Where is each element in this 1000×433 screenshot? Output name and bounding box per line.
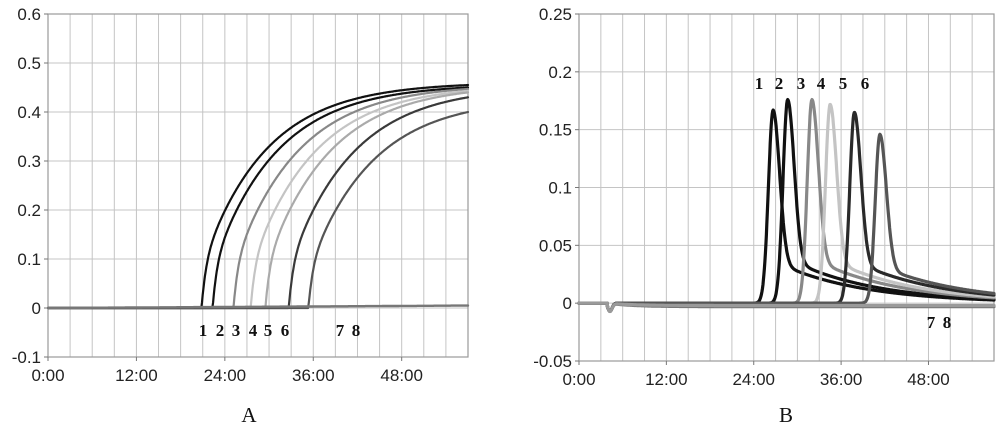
y-tick-label: 0.4	[17, 103, 41, 122]
chart-a-series-2	[46, 86, 470, 310]
chart-b-y-ticks: 0.25 0.2 0.15 0.1 0.05 0 -0.05	[533, 5, 579, 371]
y-tick-label: 0.25	[539, 5, 572, 24]
x-tick-label: 0:00	[31, 366, 64, 385]
y-tick-label: 0.1	[17, 250, 41, 269]
chart-a-series-3	[46, 87, 470, 310]
y-tick-label: 0.2	[548, 63, 572, 82]
chart-a-curve-label-7: 7	[336, 321, 345, 340]
chart-a-series-6	[46, 96, 470, 310]
chart-a-y-ticks: 0.6 0.5 0.4 0.3 0.2 0.1 0 -0.1	[12, 5, 48, 367]
chart-a-series-1	[46, 83, 470, 310]
chart-b-curve-label-2: 2	[775, 74, 784, 93]
chart-b-series-8	[577, 301, 996, 313]
y-tick-label: -0.05	[533, 352, 572, 371]
chart-a-curve-label-8: 8	[352, 321, 361, 340]
x-tick-label: 24:00	[732, 370, 775, 389]
y-tick-label: 0.1	[548, 179, 572, 198]
x-tick-label: 24:00	[204, 366, 247, 385]
chart-a: 0.60.50.40.30.20.10-0.1 0:00 12:00 24:00 36…	[12, 5, 470, 427]
chart-a-curve-label-4: 4	[249, 321, 258, 340]
chart-b-series-6	[577, 132, 996, 313]
chart-a-curve-label-5: 5	[264, 321, 273, 340]
chart-a-curve-label-3: 3	[232, 321, 241, 340]
x-tick-label: 0:00	[562, 370, 595, 389]
y-tick-label: 0.5	[17, 54, 41, 73]
chart-b-series-4	[577, 102, 996, 313]
x-tick-label: 36:00	[820, 370, 863, 389]
chart-b-curves	[577, 98, 996, 314]
x-tick-label: 12:00	[115, 366, 158, 385]
chart-b-curve-label-5: 5	[839, 74, 848, 93]
chart-b-series-1	[577, 108, 996, 313]
chart-b-curve-label-8: 8	[943, 313, 952, 332]
chart-a-x-ticks: 0:00 12:00 24:00 36:00 48:00	[31, 357, 423, 385]
y-tick-label: -0.1	[12, 348, 41, 367]
chart-b-grid	[578, 13, 995, 362]
chart-b-caption: B	[779, 403, 793, 427]
x-tick-label: 12:00	[645, 370, 688, 389]
chart-b-curve-label-7: 7	[927, 313, 936, 332]
chart-b-curve-label-6: 6	[861, 74, 870, 93]
y-tick-label: 0.05	[539, 236, 572, 255]
x-tick-label: 48:00	[380, 366, 423, 385]
chart-a-series-5	[46, 91, 470, 310]
chart-b-curve-labels: 1 2 3 4 5 6 7 8	[755, 74, 952, 332]
chart-b-curve-label-4: 4	[817, 74, 826, 93]
chart-a-caption: A	[241, 403, 257, 427]
chart-a-curve-label-2: 2	[216, 321, 225, 340]
y-tick-label: 0.15	[539, 121, 572, 140]
chart-a-curves	[46, 83, 470, 310]
chart-a-series-8	[46, 304, 470, 310]
chart-b-curve-label-1: 1	[755, 74, 764, 93]
chart-a-curve-label-6: 6	[281, 321, 290, 340]
chart-b-curve-label-3: 3	[797, 74, 806, 93]
y-tick-label: 0.3	[17, 152, 41, 171]
chart-b-series-2	[577, 98, 996, 313]
y-tick-label: 0.6	[17, 5, 41, 24]
chart-a-plot-frame	[47, 13, 469, 358]
y-tick-label: 0.2	[17, 201, 41, 220]
x-tick-label: 36:00	[292, 366, 335, 385]
y-tick-label: 0	[563, 294, 572, 313]
chart-b: 0.25 0.2 0.15 0.1 0.05 0 -0.05 0:00 12:00 24:00 3…	[533, 5, 996, 427]
chart-b-x-ticks: 0:00 12:00 24:00 36:00 48:00	[562, 361, 950, 389]
chart-a-curve-label-1: 1	[199, 321, 208, 340]
chart-a-series-4	[46, 89, 470, 310]
x-tick-label: 48:00	[907, 370, 950, 389]
y-tick-label: 0	[32, 299, 41, 318]
